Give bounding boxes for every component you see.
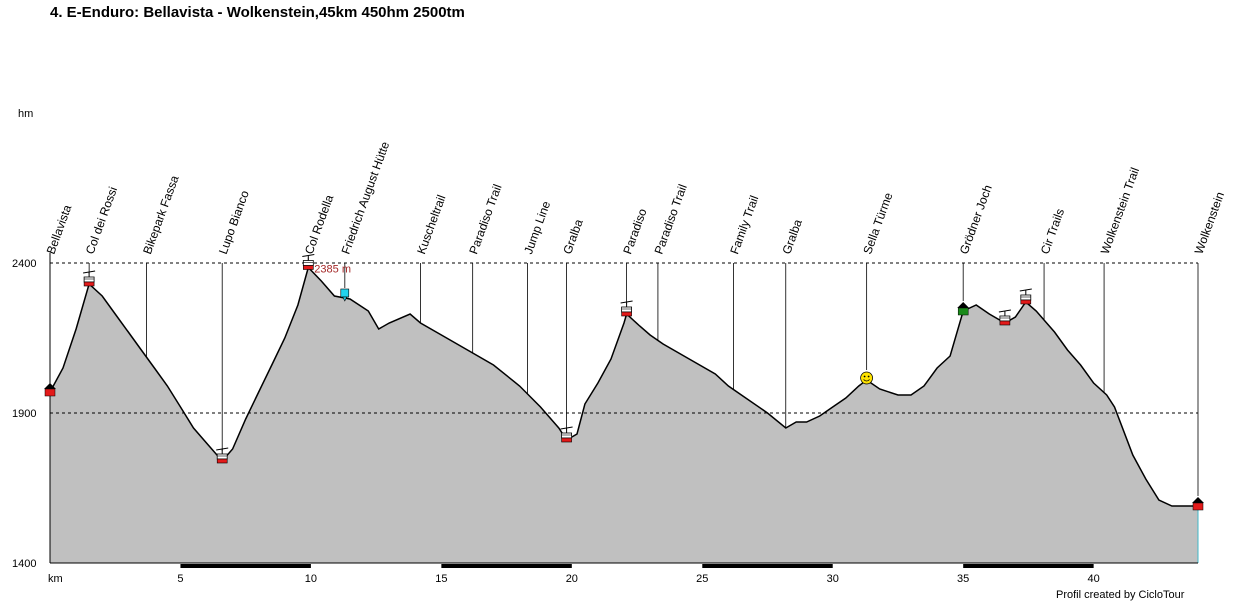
y-axis-label: hm <box>18 108 33 120</box>
x-tick-25: 25 <box>696 573 708 585</box>
credit-text: Profil created by CicloTour <box>1056 589 1185 601</box>
waypoint-house-icon-18 <box>1192 497 1204 511</box>
waypoint-label-7: Paradiso Trail <box>466 182 504 256</box>
waypoint-label-4: Col Rodella <box>302 193 336 256</box>
km-bar-25 <box>702 564 833 568</box>
x-tick-20: 20 <box>566 573 578 585</box>
waypoint-cable-car-icon-3 <box>216 447 229 464</box>
x-tick-15: 15 <box>435 573 447 585</box>
waypoint-label-1: Col dei Rossi <box>83 185 120 256</box>
y-tick-1900: 1900 <box>12 408 36 420</box>
profile-area <box>50 267 1198 563</box>
x-tick-40: 40 <box>1088 573 1100 585</box>
waypoint-label-13: Gralba <box>779 217 805 256</box>
x-tick-5: 5 <box>177 573 183 585</box>
y-tick-1400: 1400 <box>12 558 36 570</box>
waypoint-label-8: Jump Line <box>521 199 553 256</box>
waypoint-label-18: Wolkenstein <box>1192 190 1227 256</box>
waypoint-label-15: Grödner Joch <box>957 183 995 256</box>
waypoint-cable-car-icon-4 <box>302 254 315 270</box>
waypoint-house-green-icon-15 <box>957 302 970 316</box>
waypoint-label-9: Gralba <box>560 217 586 256</box>
km-bar-5 <box>180 564 311 568</box>
waypoint-label-6: Kuscheltrail <box>414 193 448 256</box>
x-axis-label: km <box>48 573 63 585</box>
waypoint-cable-car-icon-9 <box>560 426 573 443</box>
y-tick-2400: 2400 <box>12 258 36 270</box>
peak-annotation: 2385 m <box>314 264 351 276</box>
x-tick-35: 35 <box>957 573 969 585</box>
waypoint-label-11: Paradiso Trail <box>652 182 690 256</box>
waypoint-label-2: Bikepark Fassa <box>140 173 182 256</box>
x-tick-30: 30 <box>827 573 839 585</box>
km-bar-35 <box>963 564 1094 568</box>
waypoint-label-3: Lupo Bianco <box>216 188 252 256</box>
waypoint-label-16: Cir Trails <box>1038 207 1067 256</box>
waypoint-label-17: Wolkenstein Trail <box>1098 166 1142 256</box>
extra-cable-car-icon-1 <box>1019 288 1032 305</box>
waypoint-hut-icon-5 <box>340 288 350 302</box>
waypoint-house-icon-0 <box>44 383 56 397</box>
waypoint-label-0: Bellavista <box>44 203 75 256</box>
x-tick-10: 10 <box>305 573 317 585</box>
waypoint-smiley-icon-14 <box>860 371 873 385</box>
waypoint-label-10: Paradiso <box>620 206 649 256</box>
waypoint-cable-car-icon-10 <box>620 300 633 317</box>
waypoint-label-14: Sella Türme <box>860 190 895 256</box>
waypoint-label-12: Family Trail <box>727 194 761 256</box>
extra-cable-car-icon-0 <box>998 309 1011 326</box>
waypoint-cable-car-icon-1 <box>83 270 96 287</box>
km-bar-15 <box>441 564 572 568</box>
waypoint-label-5: Friedrich August Hütte <box>338 139 392 256</box>
chart-title: 4. E-Enduro: Bellavista - Wolkenstein,45… <box>50 4 465 21</box>
